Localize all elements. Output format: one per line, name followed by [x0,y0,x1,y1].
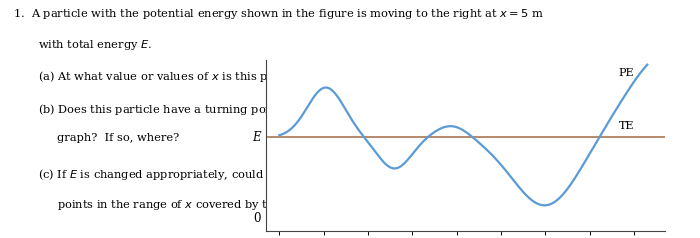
Text: with total energy $E$.: with total energy $E$. [38,38,153,52]
Text: points in the range of $x$ covered by the graph?  If so, where?: points in the range of $x$ covered by th… [57,198,408,212]
Text: PE: PE [619,68,634,78]
Text: E: E [252,131,260,144]
Text: 1.  A particle with the potential energy shown in the figure is moving to the ri: 1. A particle with the potential energy … [13,7,543,21]
Text: (b) Does this particle have a turning point or points in the range of $x$ covere: (b) Does this particle have a turning po… [38,102,526,117]
Text: (c) If $E$ is changed appropriately, could the particle remain at rest at any po: (c) If $E$ is changed appropriately, cou… [38,167,509,182]
Text: graph?  If so, where?: graph? If so, where? [57,133,180,143]
Text: 0: 0 [253,212,260,225]
Text: TE: TE [619,121,634,131]
Text: (a) At what value or values of $x$ is this particle's speed a maximum?: (a) At what value or values of $x$ is th… [38,69,429,84]
